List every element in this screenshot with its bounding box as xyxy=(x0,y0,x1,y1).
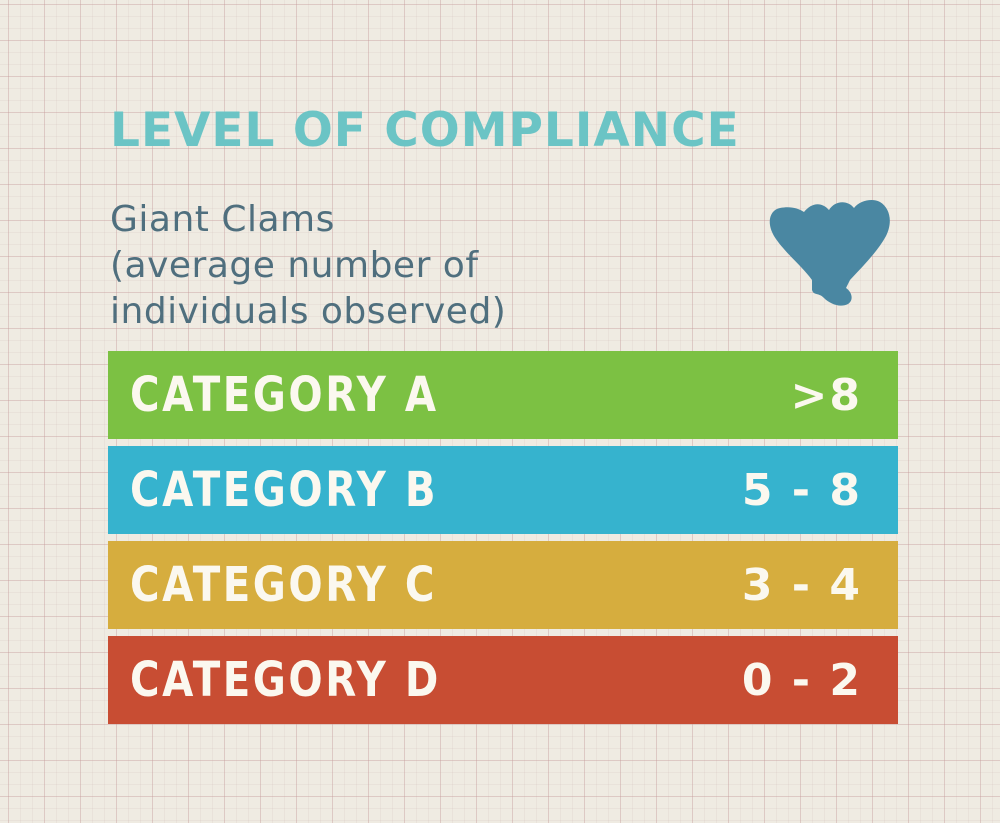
metric-description-line: individuals observed) xyxy=(110,291,507,332)
metric-description: Giant Clams (average number of individua… xyxy=(110,197,630,335)
category-label: CATEGORY D xyxy=(130,652,441,708)
category-list: CATEGORY A >8 CATEGORY B 5 - 8 CATEGORY … xyxy=(108,351,898,724)
category-range: 0 - 2 xyxy=(741,654,862,706)
metric-description-line: Giant Clams xyxy=(110,199,335,240)
category-range: 3 - 4 xyxy=(741,559,862,611)
category-label: CATEGORY C xyxy=(130,557,437,613)
category-row-a: CATEGORY A >8 xyxy=(108,351,898,439)
metric-description-line: (average number of xyxy=(110,245,479,286)
category-row-c: CATEGORY C 3 - 4 xyxy=(108,541,898,629)
category-label: CATEGORY B xyxy=(130,462,439,518)
category-row-b: CATEGORY B 5 - 8 xyxy=(108,446,898,534)
category-range: 5 - 8 xyxy=(741,464,862,516)
page-title: LEVEL OF COMPLIANCE xyxy=(110,103,740,158)
giant-clam-icon xyxy=(769,200,890,306)
category-row-d: CATEGORY D 0 - 2 xyxy=(108,636,898,724)
category-label: CATEGORY A xyxy=(130,367,439,423)
category-range: >8 xyxy=(790,369,862,421)
